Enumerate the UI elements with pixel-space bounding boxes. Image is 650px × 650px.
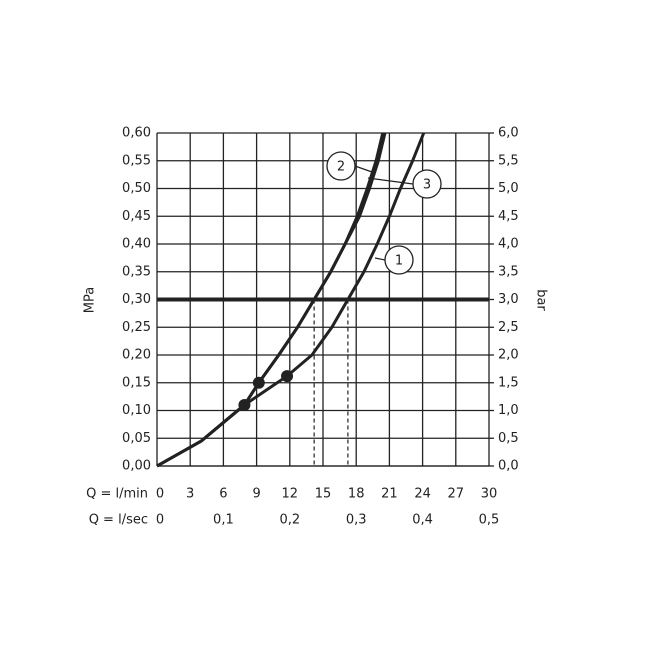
y-tick-label: 0,45 <box>122 209 151 224</box>
x2-tick-label: 0 <box>156 513 164 528</box>
x2-tick-label: 0,4 <box>412 513 433 528</box>
y2-tick-label: 6,0 <box>498 126 519 141</box>
x2-tick-label: 0,5 <box>479 513 500 528</box>
y2-tick-label: 5,5 <box>498 153 519 168</box>
label-circle <box>326 151 356 181</box>
y-tick-label: 0,35 <box>122 264 151 279</box>
x-tick-label: 15 <box>315 487 332 502</box>
y-tick-label: 0,30 <box>122 292 151 307</box>
x2-tick-label: 0,3 <box>346 513 367 528</box>
label-circle <box>384 245 414 275</box>
series-label: 1 <box>395 254 403 269</box>
x-tick-label: 18 <box>348 487 365 502</box>
x-tick-label: 9 <box>252 487 260 502</box>
x2-axis-label: Q = l/sec <box>89 513 148 528</box>
y-tick-label: 0,60 <box>122 126 151 141</box>
y2-tick-label: 4,5 <box>498 209 519 224</box>
x-tick-label: 27 <box>448 487 465 502</box>
x2-tick-label: 0,2 <box>279 513 300 528</box>
y2-tick-label: 1,5 <box>498 375 519 390</box>
x-tick-label: 0 <box>156 487 164 502</box>
y2-tick-label: 5,0 <box>498 181 519 196</box>
leader-line <box>367 177 414 185</box>
x-tick-label: 30 <box>481 487 498 502</box>
point <box>281 370 294 383</box>
y2-tick-label: 3,5 <box>498 264 519 279</box>
y2-tick-label: 2,5 <box>498 320 519 335</box>
leader-line <box>354 165 373 173</box>
y2-tick-label: 0,5 <box>498 431 519 446</box>
x-axis-label: Q = l/min <box>86 487 148 502</box>
y-tick-label: 0,40 <box>122 237 151 252</box>
y2-tick-label: 1,0 <box>498 403 519 418</box>
y-tick-label: 0,25 <box>122 320 151 335</box>
series-label: 2 <box>337 160 345 175</box>
y-tick-label: 0,00 <box>122 459 151 474</box>
point <box>252 376 265 389</box>
y-tick-label: 0,55 <box>122 153 151 168</box>
y-tick-label: 0,10 <box>122 403 151 418</box>
x-tick-label: 24 <box>414 487 431 502</box>
y-tick-label: 0,20 <box>122 348 151 363</box>
y2-tick-label: 4,0 <box>498 237 519 252</box>
label-circle <box>412 169 442 199</box>
y-tick-label: 0,05 <box>122 431 151 446</box>
leader-line <box>374 257 386 261</box>
x2-tick-label: 0,1 <box>213 513 234 528</box>
y-tick-label: 0,50 <box>122 181 151 196</box>
x-tick-label: 3 <box>186 487 194 502</box>
y2-tick-label: 0,0 <box>498 459 519 474</box>
y-tick-label: 0,15 <box>122 375 151 390</box>
y2-tick-label: 3,0 <box>498 292 519 307</box>
point <box>238 398 251 411</box>
y2-axis-label: bar <box>534 289 549 311</box>
series-label: 3 <box>423 178 431 193</box>
y-axis-label: MPa <box>83 287 98 313</box>
x-tick-label: 21 <box>381 487 398 502</box>
x-tick-label: 12 <box>282 487 299 502</box>
y2-tick-label: 2,0 <box>498 348 519 363</box>
x-tick-label: 6 <box>219 487 227 502</box>
